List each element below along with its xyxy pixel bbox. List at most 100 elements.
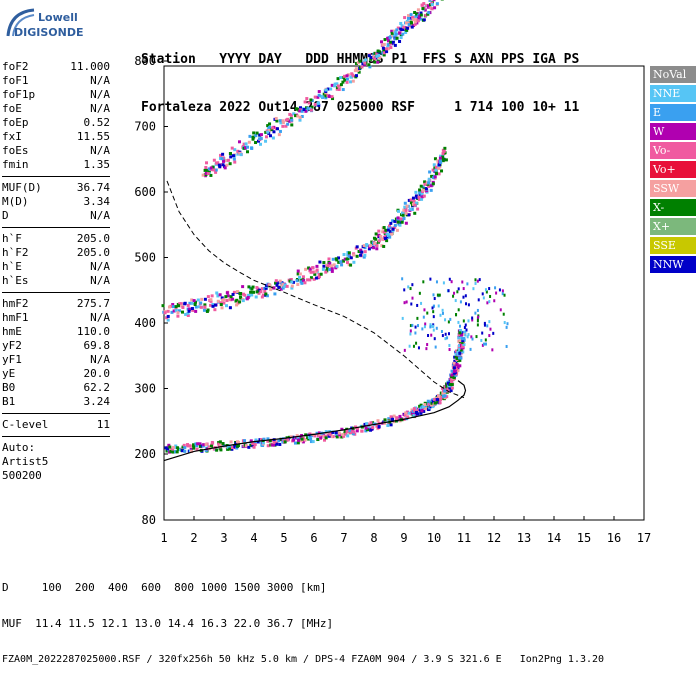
echo-point (370, 56, 373, 59)
spread-echo-point (506, 326, 508, 329)
echo-point (409, 208, 412, 211)
profile-curve (164, 381, 466, 461)
echo-point (375, 244, 378, 247)
spread-echo-point (419, 292, 421, 295)
echo-point (309, 98, 312, 101)
spread-echo-point (411, 297, 413, 300)
echo-point (247, 296, 250, 299)
echo-point (264, 293, 267, 296)
echo-point (226, 299, 229, 302)
spread-echo-point (439, 294, 441, 297)
spread-echo-point (442, 334, 444, 337)
echo-point (193, 299, 196, 302)
echo-point (341, 433, 344, 436)
echo-point (318, 90, 321, 93)
echo-point (200, 298, 203, 301)
x-tick-label: 10 (427, 531, 441, 545)
legend-item: NoVal (650, 66, 696, 83)
echo-point (375, 247, 378, 250)
echo-point (275, 117, 278, 120)
echo-point (302, 275, 305, 278)
echo-point (215, 291, 218, 294)
echo-point (451, 387, 454, 390)
echo-point (359, 60, 362, 63)
echo-point (459, 357, 462, 360)
echo-point (188, 310, 191, 313)
spread-echo-point (460, 300, 462, 303)
echo-point (436, 2, 439, 5)
y-tick-label: 900 (134, 0, 156, 3)
echo-point (397, 221, 400, 224)
echo-point (365, 422, 368, 425)
y-tick-label: 80 (142, 513, 156, 527)
x-tick-label: 14 (547, 531, 561, 545)
echo-point (412, 197, 415, 200)
x-tick-label: 15 (577, 531, 591, 545)
echo-point (433, 6, 436, 9)
echo-point (380, 40, 383, 43)
echo-point (299, 116, 302, 119)
echo-point (411, 26, 414, 29)
echo-point (312, 440, 315, 443)
spread-echo-point (411, 324, 413, 327)
echo-point (205, 161, 208, 164)
echo-point (255, 286, 258, 289)
echo-point (300, 282, 303, 285)
echo-point (428, 170, 431, 173)
x-tick-label: 9 (400, 531, 407, 545)
echo-point (443, 147, 446, 150)
spread-echo-point (482, 292, 484, 295)
echo-point (219, 293, 222, 296)
echo-point (303, 281, 306, 284)
echo-point (356, 245, 359, 248)
echo-point (349, 80, 352, 83)
spread-echo-point (485, 288, 487, 291)
spread-echo-point (504, 294, 506, 297)
spread-echo-point (448, 332, 450, 335)
echo-point (203, 309, 206, 312)
echo-point (458, 331, 461, 334)
echo-point (395, 28, 398, 31)
echo-point (458, 364, 461, 367)
echo-point (394, 44, 397, 47)
echo-point (354, 69, 357, 72)
echo-point (171, 451, 174, 454)
echo-point (319, 436, 322, 439)
spread-echo-point (444, 318, 446, 321)
spread-echo-point (458, 344, 460, 347)
spread-echo-point (432, 293, 434, 296)
spread-echo-point (446, 336, 448, 339)
echo-point (210, 166, 213, 169)
echo-point (338, 432, 341, 435)
legend-item: Vo- (650, 142, 696, 159)
echo-point (314, 103, 317, 106)
x-tick-label: 2 (190, 531, 197, 545)
echo-point (279, 119, 282, 122)
echo-point (183, 446, 186, 449)
echo-point (395, 416, 398, 419)
echo-point (322, 268, 325, 271)
echo-point (215, 449, 218, 452)
echo-point (311, 266, 314, 269)
echo-point (246, 150, 249, 153)
x-tick-label: 12 (487, 531, 501, 545)
echo-point (213, 159, 216, 162)
echo-point (183, 302, 186, 305)
spread-echo-point (471, 316, 473, 319)
plot-frame (164, 66, 644, 520)
y-tick-label: 200 (134, 447, 156, 461)
echo-point (225, 164, 228, 167)
echo-point (383, 226, 386, 229)
spread-echo-point (468, 303, 470, 306)
spread-echo-point (442, 312, 444, 315)
x-tick-label: 4 (250, 531, 257, 545)
echo-point (383, 43, 386, 46)
echo-point (301, 438, 304, 441)
echo-point (267, 444, 270, 447)
echo-point (405, 209, 408, 212)
echo-point (286, 123, 289, 126)
spread-echo-point (415, 326, 417, 329)
echo-point (384, 237, 387, 240)
echo-point (404, 411, 407, 414)
spread-echo-point (425, 347, 427, 350)
